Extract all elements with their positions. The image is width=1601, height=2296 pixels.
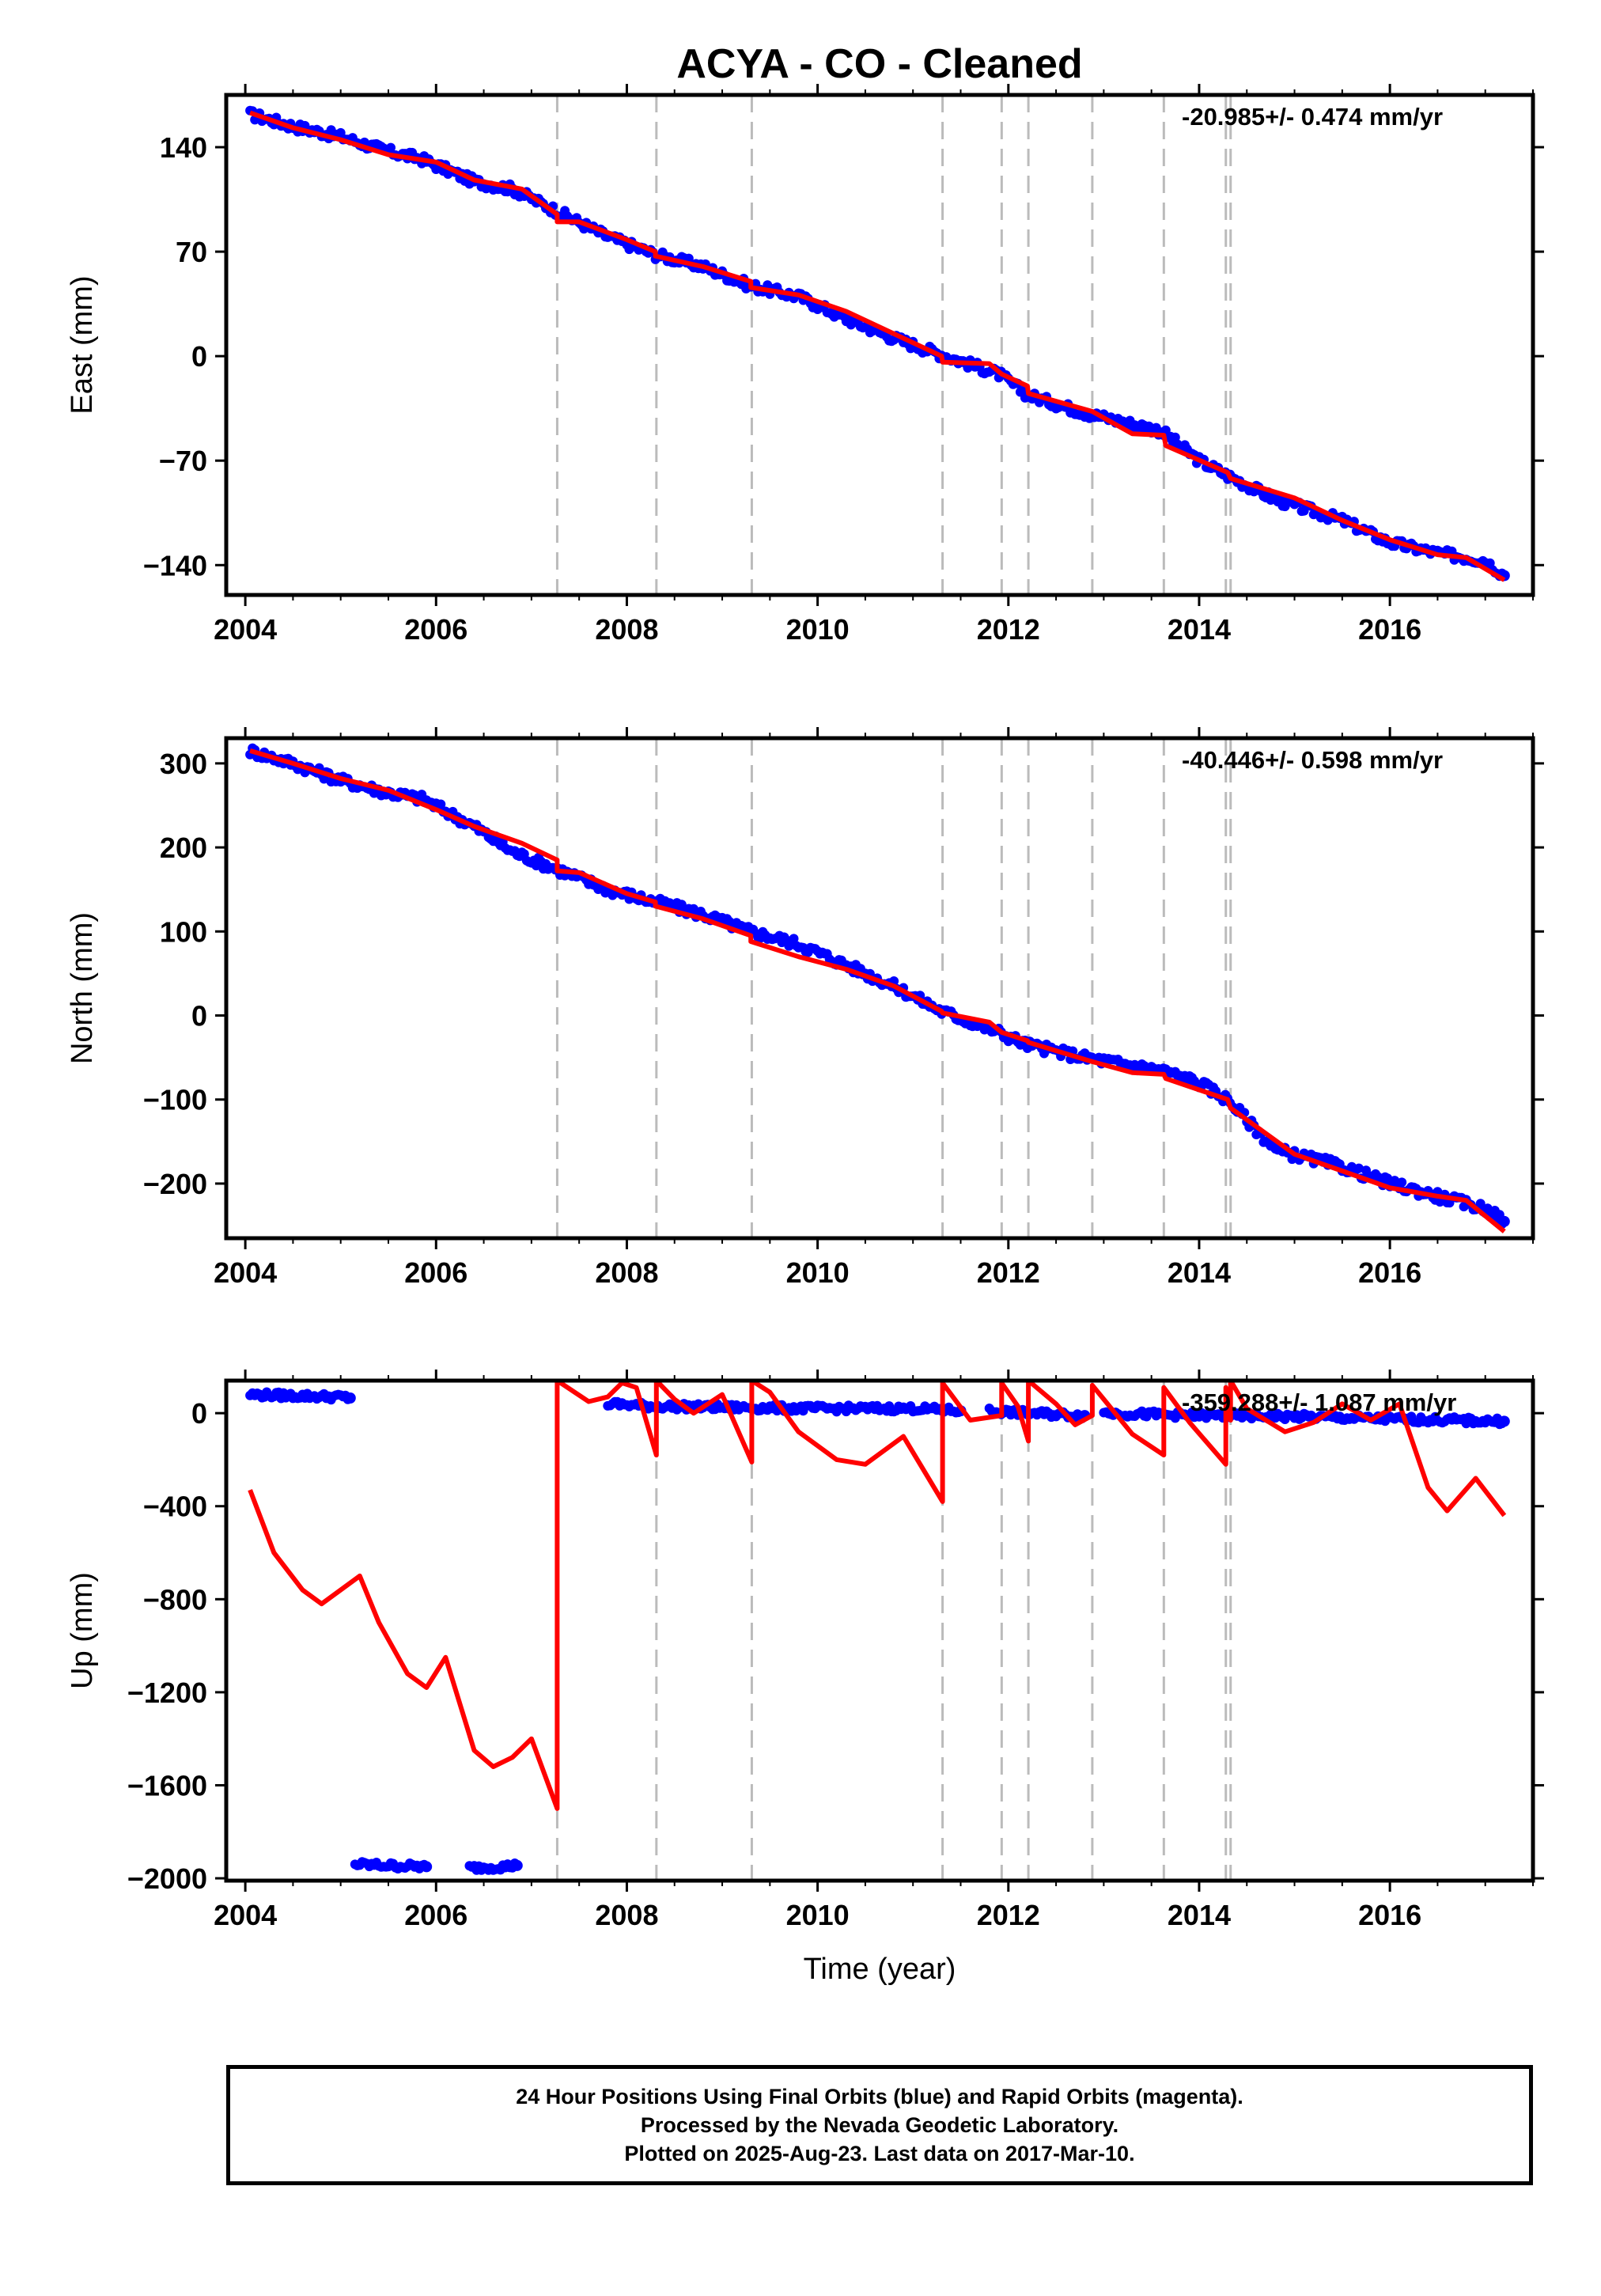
x-tick-label: 2016 [1358,613,1421,646]
y-tick-label: −1600 [127,1769,207,1802]
observation-point [1397,1177,1407,1188]
y-axis-label: Up (mm) [66,1572,99,1689]
plot-frame [224,93,1535,597]
x-tick-label: 2004 [214,1256,277,1289]
y-tick-label: 140 [160,131,207,164]
x-tick-label: 2010 [786,613,850,646]
observation-point [436,799,446,809]
observation-points [245,105,1510,582]
footer-line-3: Plotted on 2025-Aug-23. Last data on 201… [624,2142,1135,2165]
y-tick-label: −2000 [127,1862,207,1895]
x-tick-label: 2012 [977,613,1040,646]
model-line [249,748,1506,1233]
x-axis: 2004 2006 2008 2010 2012 2014 2016 [214,1370,1534,1931]
observation-point [1498,1415,1510,1427]
x-tick-label: 2010 [786,1899,850,1931]
observation-point [386,142,396,153]
y-axis-label: East (mm) [66,275,99,414]
y-tick-label: 0 [191,1397,207,1430]
x-tick-label: 2008 [595,613,658,646]
x-tick-label: 2008 [595,1256,658,1289]
x-tick-label: 2016 [1358,1256,1421,1289]
y-axis: 300 200 100 0 −100 −200 [143,748,1544,1200]
y-tick-label: 100 [160,915,207,948]
rate-label: -20.985+/- 0.474 mm/yr [1182,103,1443,131]
x-axis: 2004 2006 2008 2010 2012 2014 2016 [214,727,1534,1289]
x-axis-label: Time (year) [804,1953,956,1986]
observation-point [511,1859,523,1871]
x-tick-label: 2006 [404,1899,467,1931]
y-tick-label: −70 [159,445,207,477]
y-tick-label: −100 [143,1084,207,1116]
y-tick-label: 70 [176,236,207,268]
x-tick-label: 2014 [1168,613,1231,646]
observation-point [1353,1163,1364,1173]
chart-title: ACYA - CO - Cleaned [676,41,1082,87]
x-tick-label: 2016 [1358,1899,1421,1931]
plot-frame [224,1378,1535,1883]
x-tick-label: 2010 [786,1256,850,1289]
model-line-group [249,748,1506,1233]
y-axis: 140 70 0 −70 −140 [143,131,1544,582]
observation-point [421,1861,433,1873]
y-tick-label: −1200 [127,1677,207,1709]
y-tick-label: 200 [160,832,207,864]
y-tick-label: 0 [191,340,207,373]
plot-frame [224,736,1535,1241]
x-tick-label: 2014 [1168,1899,1231,1931]
y-tick-label: 0 [191,1000,207,1032]
model-line [248,1381,1507,1811]
panel-east: 2004 2006 2008 2010 2012 2014 2016 140 70 0 −70 −14… [66,84,1544,646]
observation-point [1498,1215,1510,1227]
panel-up: 2004 2006 2008 2010 2012 2014 2016 0 −400 −800 −12… [66,1370,1544,1986]
observation-points [245,743,1510,1229]
model-line-group [249,110,1506,582]
y-tick-label: −800 [143,1583,207,1616]
y-tick-label: −140 [143,549,207,582]
rate-label: -359.288+/- 1.087 mm/yr [1182,1389,1456,1416]
x-tick-label: 2004 [214,613,277,646]
x-tick-label: 2012 [977,1899,1040,1931]
y-tick-label: 300 [160,748,207,780]
x-tick-label: 2014 [1168,1256,1231,1289]
model-line [249,110,1506,582]
footer-info-box: 24 Hour Positions Using Final Orbits (bl… [226,2065,1533,2185]
x-tick-label: 2008 [595,1899,658,1931]
observation-points [245,1387,1510,1875]
x-tick-label: 2012 [977,1256,1040,1289]
x-tick-label: 2004 [214,1899,277,1931]
y-tick-label: −400 [143,1491,207,1523]
footer-line-2: Processed by the Nevada Geodetic Laborat… [640,2113,1119,2137]
observation-point [1482,1203,1493,1214]
rate-label: -40.446+/- 0.598 mm/yr [1182,746,1443,774]
x-axis: 2004 2006 2008 2010 2012 2014 2016 [214,84,1534,646]
panel-north: 2004 2006 2008 2010 2012 2014 2016 300 200 100 0 −1… [66,727,1544,1289]
x-tick-label: 2006 [404,613,467,646]
step-lines [555,95,1232,595]
y-axis: 0 −400 −800 −1200 −1600 −2000 [127,1397,1544,1895]
observation-point [344,1392,356,1404]
y-tick-label: −200 [143,1168,207,1200]
model-line-group [248,1381,1507,1811]
y-axis-label: North (mm) [66,912,99,1064]
step-lines [555,738,1232,1238]
footer-line-1: 24 Hour Positions Using Final Orbits (bl… [516,2085,1243,2108]
observation-point [1475,1199,1486,1209]
x-tick-label: 2006 [404,1256,467,1289]
